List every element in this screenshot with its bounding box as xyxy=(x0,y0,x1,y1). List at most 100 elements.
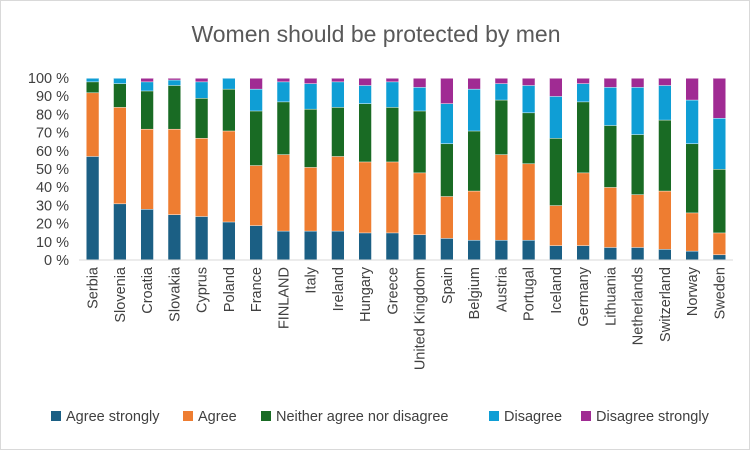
bar-segment-disagree-strongly xyxy=(331,78,345,82)
legend-label: Agree strongly xyxy=(66,409,160,425)
x-tick-label: Austria xyxy=(494,266,510,312)
bar-segment-disagree-strongly xyxy=(140,78,154,82)
bar-segment-neither-agree-nor-disagree xyxy=(304,108,317,168)
legend-swatch xyxy=(581,411,591,421)
x-tick-label: United Kingdom xyxy=(413,267,429,370)
bar-stack-belgium xyxy=(467,77,481,260)
bar-segment-disagree-strongly xyxy=(495,78,508,84)
bar-segment-neither-agree-nor-disagree xyxy=(277,101,290,155)
bar-segment-disagree xyxy=(604,87,617,126)
bar-segment-neither-agree-nor-disagree xyxy=(549,138,563,206)
bar-segment-disagree-strongly xyxy=(413,78,426,88)
bar-segment-disagree-strongly xyxy=(249,78,263,89)
bar-segment-disagree-strongly xyxy=(195,78,208,82)
bar-segment-disagree-strongly xyxy=(713,78,726,119)
bar-segment-disagree xyxy=(467,88,481,131)
y-tick-label: 90 % xyxy=(36,89,69,105)
x-tick-label: Slovenia xyxy=(113,266,129,323)
bar-segment-disagree xyxy=(522,85,535,113)
bar-stack-portugal xyxy=(522,77,535,260)
y-tick-label: 30 % xyxy=(36,198,69,214)
bar-stack-ireland xyxy=(331,77,345,260)
x-tick-label: Lithuania xyxy=(603,266,619,326)
bar-segment-neither-agree-nor-disagree xyxy=(522,112,535,164)
bar-segment-agree-strongly xyxy=(604,247,617,260)
bar-segment-neither-agree-nor-disagree xyxy=(467,130,481,191)
y-tick-label: 60 % xyxy=(36,144,69,160)
bar-segment-neither-agree-nor-disagree xyxy=(86,81,99,93)
bar-segment-agree-strongly xyxy=(713,254,726,260)
bar-segment-agree-strongly xyxy=(86,156,99,260)
bar-segment-disagree-strongly xyxy=(358,78,372,86)
bar-segment-disagree xyxy=(631,87,644,135)
bar-segment-agree-strongly xyxy=(113,203,127,260)
bar-segment-neither-agree-nor-disagree xyxy=(576,101,590,173)
bar-segment-agree-strongly xyxy=(331,230,345,260)
bar-stack-poland xyxy=(222,77,236,260)
bar-stack-italy xyxy=(304,77,317,260)
bar-segment-agree xyxy=(386,161,399,233)
bar-stack-slovenia xyxy=(113,77,127,260)
x-tick-label: Belgium xyxy=(467,267,483,319)
bar-segment-disagree xyxy=(195,81,208,99)
legend-label: Disagree strongly xyxy=(596,409,710,425)
bar-segment-agree xyxy=(413,172,426,235)
bar-segment-agree xyxy=(576,172,590,246)
bar-segment-agree-strongly xyxy=(576,245,590,260)
bar-segment-neither-agree-nor-disagree xyxy=(685,143,699,213)
bar-segment-agree-strongly xyxy=(304,230,317,260)
bar-segment-agree xyxy=(358,161,372,233)
bar-segment-agree xyxy=(713,232,726,255)
bar-stack-serbia xyxy=(86,77,99,260)
bar-segment-agree-strongly xyxy=(440,238,454,260)
bar-stack-iceland xyxy=(549,77,563,260)
legend-swatch xyxy=(489,411,499,421)
bar-segment-agree-strongly xyxy=(522,239,535,260)
bar-segment-disagree xyxy=(658,85,672,120)
x-tick-label: Iceland xyxy=(549,267,565,314)
bar-segment-agree xyxy=(249,165,263,226)
bar-segment-disagree xyxy=(86,78,99,82)
bar-segment-agree xyxy=(467,190,481,240)
bar-segment-disagree xyxy=(413,87,426,111)
bar-segment-agree-strongly xyxy=(413,234,426,260)
x-tick-label: FINLAND xyxy=(276,267,292,329)
bar-segment-disagree xyxy=(222,78,236,89)
x-tick-label: Netherlands xyxy=(631,267,647,345)
bar-segment-agree xyxy=(195,138,208,217)
bar-segment-neither-agree-nor-disagree xyxy=(113,83,127,108)
bar-segment-neither-agree-nor-disagree xyxy=(713,169,726,233)
bar-segment-disagree-strongly xyxy=(576,78,590,84)
bar-segment-disagree-strongly xyxy=(685,78,699,100)
bar-segment-agree xyxy=(140,128,154,210)
bar-segment-disagree xyxy=(495,83,508,100)
y-tick-label: 40 % xyxy=(36,180,69,196)
bar-stack-finland xyxy=(277,77,290,260)
bar-segment-neither-agree-nor-disagree xyxy=(249,110,263,166)
bar-segment-disagree-strongly xyxy=(658,78,672,86)
y-tick-label: 10 % xyxy=(36,235,69,251)
bar-stack-germany xyxy=(576,77,590,260)
bar-stack-croatia xyxy=(140,77,154,260)
bar-segment-agree xyxy=(440,196,454,239)
bar-segment-agree xyxy=(86,92,99,157)
x-tick-label: Portugal xyxy=(522,267,538,321)
x-tick-label: Cyprus xyxy=(195,267,211,313)
bar-segment-agree xyxy=(331,156,345,231)
x-tick-label: France xyxy=(249,267,265,312)
x-tick-label: Croatia xyxy=(140,266,156,314)
bar-segment-disagree-strongly xyxy=(304,78,317,84)
bar-segment-agree-strongly xyxy=(631,247,644,260)
bar-stack-greece xyxy=(386,77,399,260)
bar-segment-disagree xyxy=(140,81,154,91)
bar-segment-agree xyxy=(277,154,290,231)
bar-segment-disagree xyxy=(277,81,290,102)
x-tick-label: Ireland xyxy=(331,267,347,311)
bar-stack-lithuania xyxy=(604,77,617,260)
bar-segment-disagree xyxy=(113,78,127,84)
bar-segment-neither-agree-nor-disagree xyxy=(386,107,399,162)
bar-stack-norway xyxy=(685,77,699,260)
x-tick-label: Sweden xyxy=(712,267,728,319)
